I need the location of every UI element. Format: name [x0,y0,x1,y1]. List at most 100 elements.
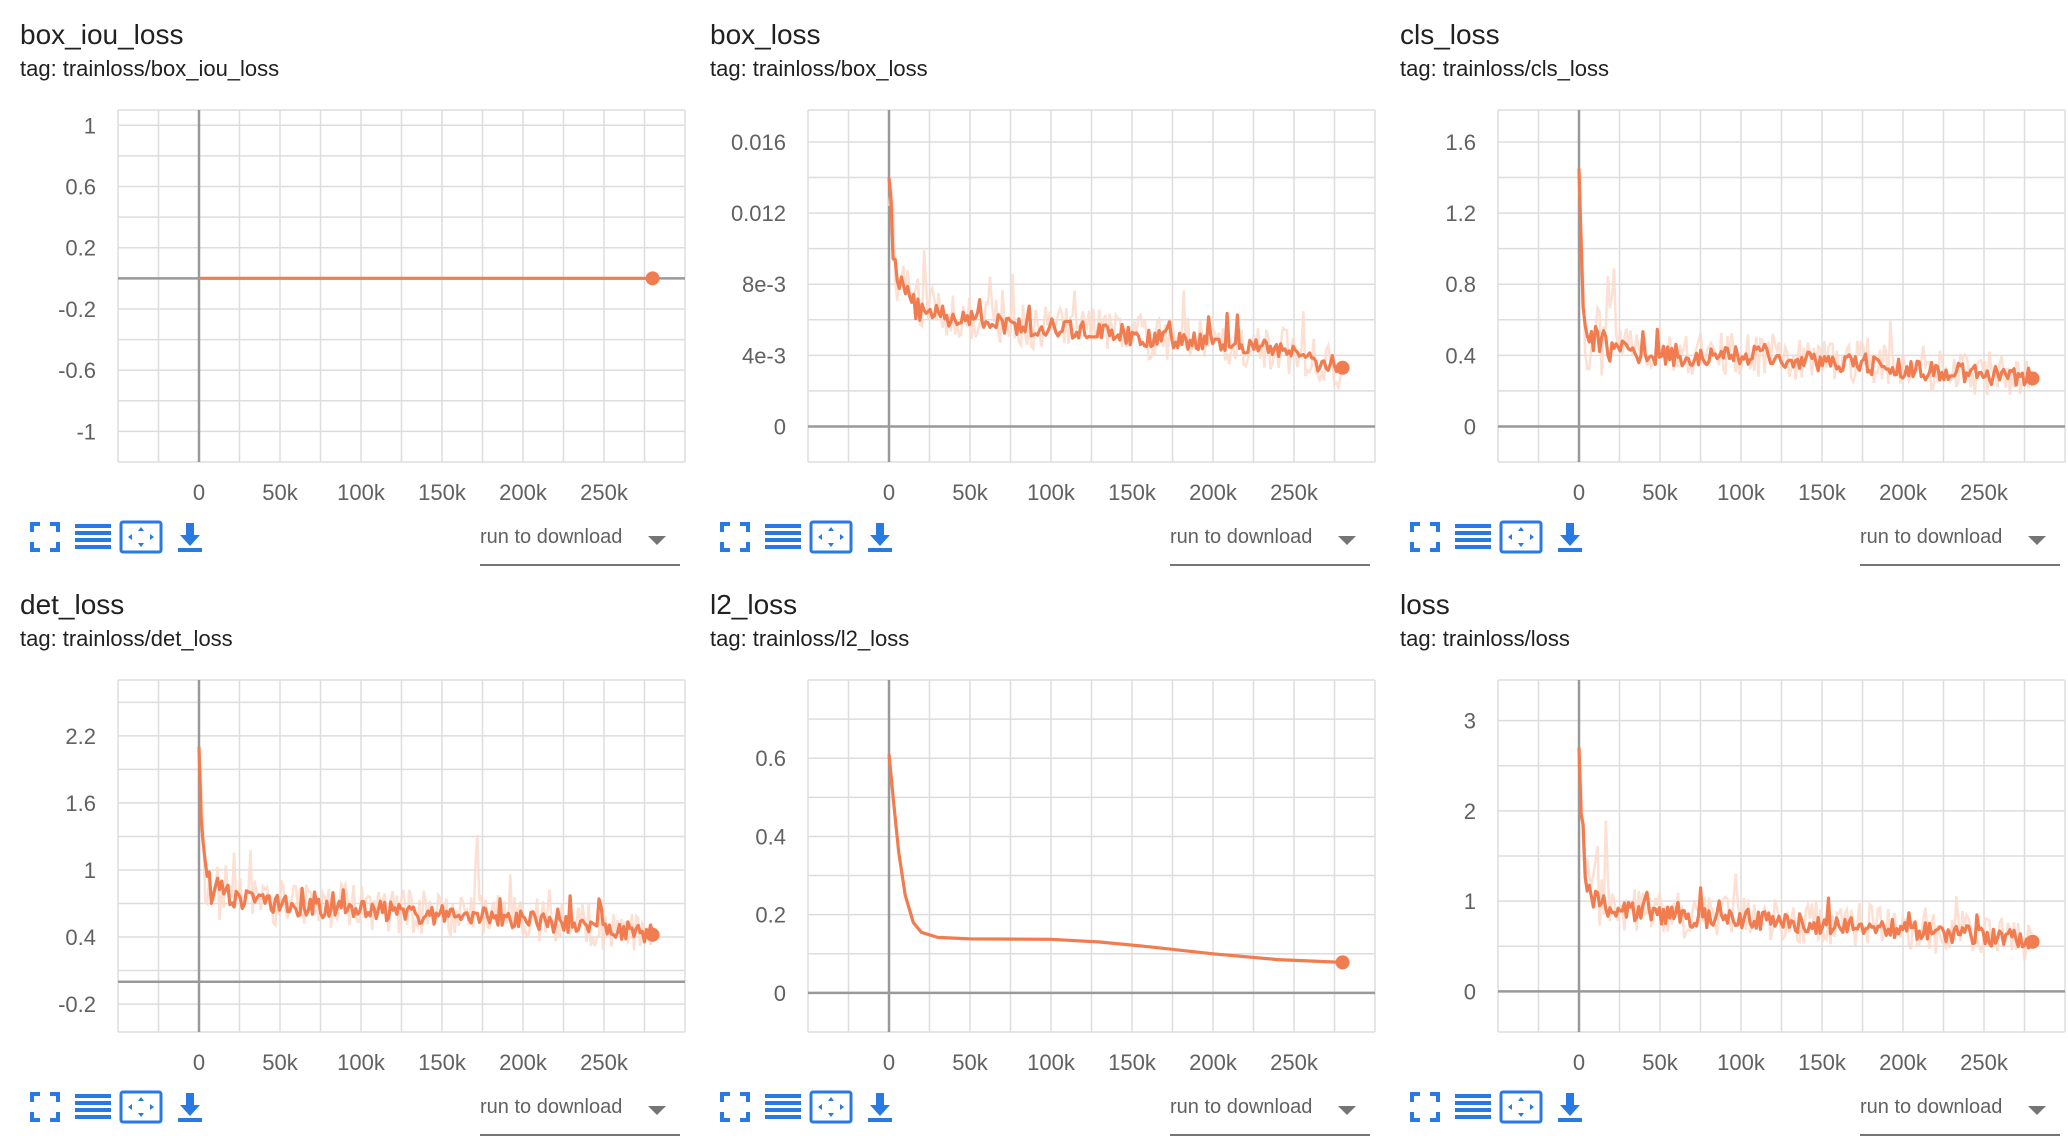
fit-domain-button[interactable] [116,512,166,562]
x-tick-label: 0 [883,480,895,505]
download-button[interactable] [855,512,905,562]
fullscreen-icon [1410,522,1440,552]
y-tick-label: 2.2 [65,724,96,749]
x-tick-label: 50k [952,480,988,505]
fullscreen-button[interactable] [710,512,760,562]
x-tick-label: 0 [1573,1050,1585,1075]
toggle-log-scale-button[interactable] [1448,512,1498,562]
last-point-marker [1335,360,1350,375]
fit-domain-icon [809,520,853,554]
tag-prefix: tag: [20,626,57,651]
card-title: cls_loss [1400,19,1500,50]
card-tag: tag: trainloss/l2_loss [710,625,909,653]
x-tick-label: 250k [580,480,629,505]
download-button[interactable] [1545,512,1595,562]
raw-series-line [197,766,654,951]
download-icon [178,1093,202,1122]
fullscreen-button[interactable] [20,512,70,562]
run-download-select[interactable]: run to download [1170,1090,1370,1136]
download-select-label: run to download [1170,1096,1313,1118]
download-button[interactable] [165,512,215,562]
toggle-log-scale-button[interactable] [1448,1082,1498,1132]
tag-value: trainloss/loss [1442,626,1570,651]
x-tick-label: 200k [499,480,548,505]
y-tick-label: -0.2 [58,992,96,1017]
toggle-log-scale-button[interactable] [758,1082,808,1132]
line-chart[interactable]: 3 2 1 0 0 50k 100k 150k 200k 250k [1380,570,2068,1090]
y-tick-label: 0 [1464,414,1476,439]
x-tick-label: 200k [1879,480,1928,505]
y-tick-label: 3 [1464,709,1476,734]
x-tick-label: 50k [1642,480,1678,505]
download-icon [1558,1093,1582,1122]
line-chart[interactable]: 2.2 1.6 1 0.4 -0.2 0 50k 100k 150k 200k 250k [0,570,690,1090]
chevron-down-icon [648,1106,666,1115]
scalar-card-box-iou-loss: box_iou_loss tag: trainloss/box_iou_loss … [0,0,690,566]
x-tick-label: 100k [1027,480,1076,505]
x-tick-label: 100k [337,1050,386,1075]
toggle-log-scale-button[interactable] [68,1082,118,1132]
x-tick-label: 150k [1108,1050,1157,1075]
fit-domain-button[interactable] [1496,512,1546,562]
y-tick-label: 0.4 [755,824,786,849]
run-download-select[interactable]: run to download [480,520,680,566]
y-tick-label: 1.6 [1445,130,1476,155]
card-toolbar: run to download [710,1082,1380,1136]
download-button[interactable] [165,1082,215,1132]
x-tick-label: 150k [1798,1050,1847,1075]
card-toolbar: run to download [710,512,1380,566]
y-tick-label: -0.2 [58,297,96,322]
raw-series-line [887,186,1344,392]
fit-domain-button[interactable] [806,512,856,562]
y-tick-label: 4e-3 [742,343,786,368]
fit-domain-button[interactable] [116,1082,166,1132]
toggle-log-scale-button[interactable] [758,512,808,562]
run-download-select[interactable]: run to download [1170,520,1370,566]
smoothed-series-line [1577,747,2035,950]
line-chart[interactable]: 0.6 0.4 0.2 0 0 50k 100k 150k 200k 250k [690,570,1380,1090]
line-chart[interactable]: 1.6 1.2 0.8 0.4 0 0 50k 100k 150k 200k 250k [1380,0,2068,520]
card-tag: tag: trainloss/loss [1400,625,1570,653]
list-icon [1455,524,1491,549]
fullscreen-icon [30,522,60,552]
y-tick-label: 1.6 [65,791,96,816]
chevron-down-icon [1338,1106,1356,1115]
last-point-marker [2025,934,2040,949]
fullscreen-icon [720,522,750,552]
y-tick-label: 0.6 [755,746,786,771]
download-icon [868,523,892,552]
smoothed-series-line [887,754,1343,964]
scalar-card-box-loss: box_loss tag: trainloss/box_loss 0.016 0.0… [690,0,1380,566]
fullscreen-button[interactable] [710,1082,760,1132]
fullscreen-button[interactable] [20,1082,70,1132]
fit-domain-button[interactable] [806,1082,856,1132]
x-tick-label: 0 [193,1050,205,1075]
x-tick-label: 100k [1717,480,1766,505]
y-tick-label: 0.2 [755,903,786,928]
card-tag: tag: trainloss/det_loss [20,625,233,653]
run-download-select[interactable]: run to download [1860,520,2060,566]
x-tick-label: 0 [883,1050,895,1075]
x-tick-label: 50k [952,1050,988,1075]
y-tick-label: -1 [76,419,96,444]
list-icon [75,524,111,549]
scalar-card-loss: loss tag: trainloss/loss 3 2 1 0 0 50k 100k 150k… [1380,570,2068,1136]
fullscreen-button[interactable] [1400,512,1450,562]
run-download-select[interactable]: run to download [480,1090,680,1136]
run-download-select[interactable]: run to download [1860,1090,2060,1136]
y-tick-label: 8e-3 [742,272,786,297]
y-tick-label: 0.4 [65,925,96,950]
line-chart[interactable]: 0.016 0.012 8e-3 4e-3 0 0 50k 100k 150k 200k 250k [690,0,1380,520]
x-tick-label: 200k [499,1050,548,1075]
download-icon [1558,523,1582,552]
list-icon [765,524,801,549]
toggle-log-scale-button[interactable] [68,512,118,562]
fit-domain-button[interactable] [1496,1082,1546,1132]
y-tick-label: 0.2 [65,236,96,261]
download-button[interactable] [855,1082,905,1132]
tag-value: trainloss/l2_loss [752,626,910,651]
download-button[interactable] [1545,1082,1595,1132]
line-chart[interactable]: 1 0.6 0.2 -0.2 -0.6 -1 0 50k 100k 150k 200k 250k [0,0,690,520]
card-title: loss [1400,589,1450,620]
fullscreen-button[interactable] [1400,1082,1450,1132]
